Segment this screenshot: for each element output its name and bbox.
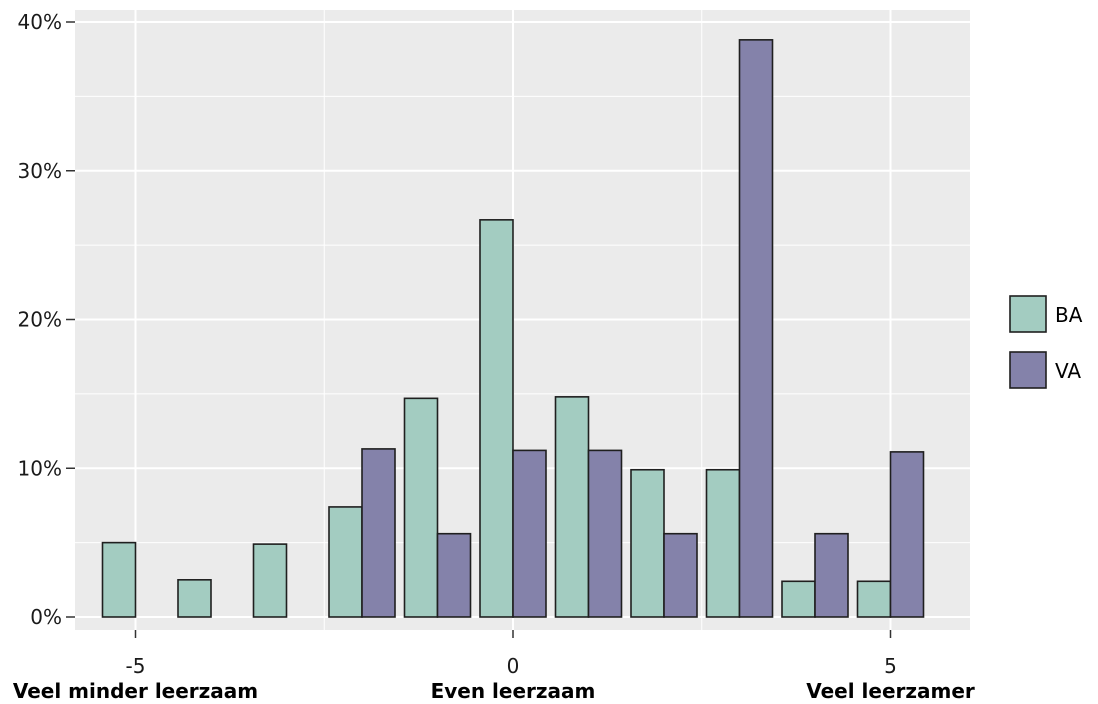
bar-ba <box>328 506 363 618</box>
legend-label-va: VA <box>1055 359 1081 383</box>
bars <box>101 39 925 618</box>
bar-ba <box>101 541 137 618</box>
x-tick-label: -5 <box>126 654 146 678</box>
x-category-label: Even leerzaam <box>431 679 596 703</box>
bar-ba <box>177 579 212 618</box>
bar-ba <box>403 397 439 618</box>
bar-va <box>663 532 698 618</box>
bar-va <box>512 449 547 618</box>
x-category-label: Veel leerzamer <box>806 679 975 703</box>
y-tick-label: 0% <box>30 605 62 629</box>
x-category-label: Veel minder leerzaam <box>13 679 258 703</box>
bar-va <box>889 451 925 618</box>
bar-ba <box>705 468 741 618</box>
bar-ba <box>554 396 590 618</box>
legend-key-va <box>1009 351 1047 389</box>
bar-va <box>738 39 774 618</box>
bar-ba <box>252 543 288 618</box>
legend: BA VA <box>1009 295 1083 389</box>
x-tick-label: 5 <box>884 654 897 678</box>
bar-va <box>436 532 472 618</box>
bar-va <box>587 449 623 618</box>
bar-va <box>361 448 396 618</box>
y-tick-label: 40% <box>18 10 62 34</box>
x-tick-label: 0 <box>507 654 520 678</box>
bar-ba <box>781 580 816 618</box>
y-tick-label: 30% <box>18 159 62 183</box>
bar-va <box>814 532 849 618</box>
bar-ba <box>479 219 514 618</box>
y-tick-label: 20% <box>18 308 62 332</box>
y-tick-label: 10% <box>18 456 62 480</box>
legend-label-ba: BA <box>1055 303 1083 327</box>
legend-key-ba <box>1009 295 1047 333</box>
bar-ba <box>856 580 892 618</box>
bar-ba <box>630 468 665 618</box>
